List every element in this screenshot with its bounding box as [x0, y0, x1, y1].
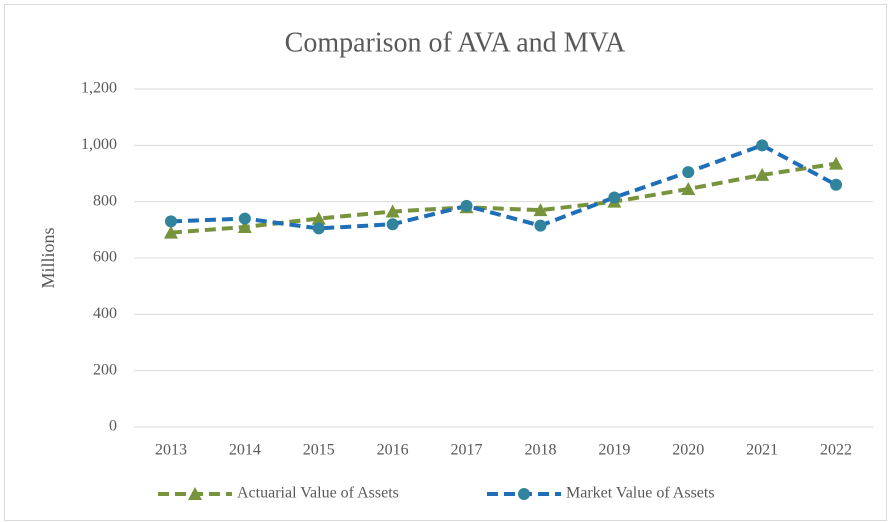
x-tick-label: 2016 — [377, 442, 409, 459]
chart-title: Comparison of AVA and MVA — [285, 27, 626, 58]
marker — [829, 156, 844, 170]
marker — [534, 219, 547, 232]
y-tick-label: 200 — [93, 361, 117, 378]
y-tick-label: 1,000 — [81, 136, 117, 153]
legend-label: Market Value of Assets — [566, 485, 715, 502]
y-tick-label: 400 — [93, 305, 117, 322]
x-tick-label: 2018 — [524, 442, 556, 459]
marker — [164, 215, 177, 228]
marker — [608, 191, 621, 204]
x-tick-label: 2020 — [672, 442, 704, 459]
x-tick-label: 2021 — [746, 442, 778, 459]
x-tick-label: 2017 — [451, 442, 483, 459]
marker — [312, 222, 325, 235]
marker — [681, 181, 696, 195]
marker — [237, 220, 252, 234]
marker — [460, 199, 473, 212]
marker — [163, 225, 178, 239]
marker — [756, 139, 769, 152]
y-tick-label: 600 — [93, 249, 117, 266]
x-tick-label: 2019 — [598, 442, 630, 459]
x-tick-label: 2015 — [303, 442, 335, 459]
marker — [830, 178, 843, 191]
marker — [682, 166, 695, 179]
legend-label: Actuarial Value of Assets — [237, 485, 399, 502]
legend-marker — [188, 487, 202, 500]
legend-marker — [518, 488, 530, 500]
series-line — [170, 143, 837, 231]
marker — [385, 204, 400, 218]
y-tick-label: 1,200 — [81, 80, 117, 97]
y-axis-label: Millions — [38, 227, 58, 288]
y-tick-label: 800 — [93, 192, 117, 209]
x-tick-label: 2022 — [820, 442, 852, 459]
marker — [238, 212, 251, 225]
x-tick-label: 2013 — [155, 442, 187, 459]
y-tick-label: 0 — [109, 418, 117, 435]
chart-border — [4, 4, 887, 521]
marker — [755, 167, 770, 181]
marker — [386, 218, 399, 231]
marker — [311, 211, 326, 225]
x-tick-label: 2014 — [229, 442, 261, 459]
marker — [533, 203, 548, 217]
